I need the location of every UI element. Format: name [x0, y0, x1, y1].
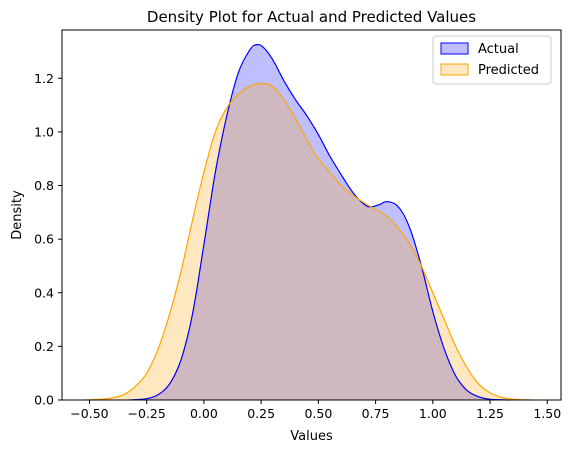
legend-frame: [432, 35, 552, 85]
series-line-predicted: [84, 83, 532, 401]
x-tick-label: 1.00: [419, 406, 447, 421]
y-axis: 0.0 0.2 0.4 0.6 0.8 1.0 1.2: [34, 71, 62, 408]
x-tick-label: 0.75: [362, 406, 390, 421]
y-tick-label: 0.6: [34, 232, 54, 247]
x-tick-label: 0.00: [190, 406, 218, 421]
series-layer: [84, 44, 532, 401]
series-fill-predicted: [84, 83, 532, 401]
series-line-actual: [128, 44, 509, 401]
y-axis-label: Density: [10, 190, 25, 240]
plot-frame: [61, 29, 562, 401]
legend-swatch-predicted: [440, 63, 469, 76]
legend-swatch-actual: [440, 42, 469, 55]
x-tick-label: 1.50: [533, 406, 561, 421]
x-axis-label: Values: [290, 429, 333, 444]
y-tick-label: 0.0: [34, 393, 54, 408]
x-tick-label: 0.25: [247, 406, 275, 421]
y-tick-label: 0.2: [34, 339, 54, 354]
y-tick-label: 0.4: [34, 285, 54, 300]
y-tick-label: 0.8: [34, 178, 54, 193]
y-tick-label: 1.2: [34, 71, 54, 86]
legend-label-predicted: Predicted: [478, 63, 539, 78]
legend-label-actual: Actual: [478, 42, 519, 57]
x-tick-label: −0.50: [70, 406, 108, 421]
y-tick-label: 1.0: [34, 124, 54, 139]
x-tick-label: 1.25: [476, 406, 504, 421]
legend: Actual Predicted: [432, 35, 552, 85]
chart-title: Density Plot for Actual and Predicted Va…: [147, 8, 476, 26]
x-tick-label: −0.25: [128, 406, 166, 421]
x-axis: −0.50 −0.25 0.00 0.25 0.50 0.75 1.00 1.25 1.50: [70, 400, 561, 421]
x-tick-label: 0.50: [304, 406, 332, 421]
